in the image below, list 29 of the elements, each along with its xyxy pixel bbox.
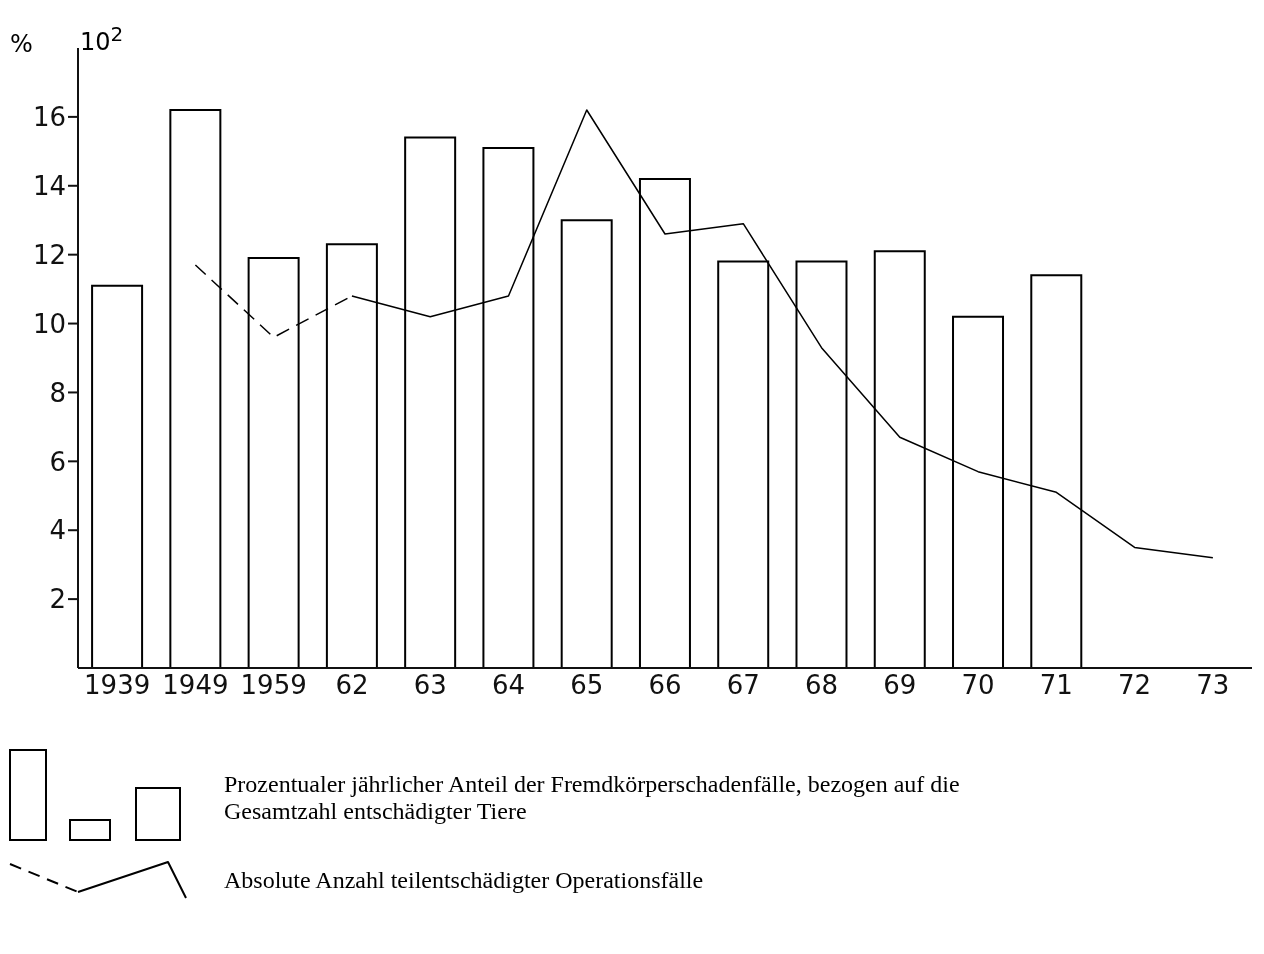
- legend-label: Prozentualer jährlicher Anteil der Fremdkörperschadenfälle, bezogen auf die Gesamtzahl entschädigter Tiere: [224, 771, 961, 825]
- x-tick-label: 1939: [84, 670, 151, 701]
- annotation: 10$^{2}$: [80, 22, 124, 56]
- x-tick-label: 63: [413, 670, 447, 701]
- y-tick-label: 2: [49, 584, 66, 615]
- x-tick-label: 71: [1039, 670, 1073, 701]
- legend-label: Absolute Anzahl teilentschädigter Operationsfälle: [224, 866, 704, 894]
- x-tick-label: 62: [335, 670, 369, 701]
- y-tick-label: 8: [49, 377, 66, 408]
- x-tick-label: 70: [961, 670, 995, 701]
- x-tick-label: 67: [726, 670, 760, 701]
- x-tick-label: 65: [570, 670, 604, 701]
- x-tick-label: 69: [883, 670, 917, 701]
- y-tick-label: 16: [32, 102, 66, 133]
- bar: [91, 284, 144, 668]
- x-tick-label: 66: [648, 670, 682, 701]
- x-tick-label: 72: [1118, 670, 1152, 701]
- y-axis-title: %: [10, 30, 33, 58]
- x-tick-label: 64: [491, 670, 526, 701]
- y-tick-label: 6: [49, 446, 66, 477]
- x-tick-label: 68: [804, 670, 839, 701]
- bar: [560, 219, 613, 668]
- y-tick-label: 12: [32, 239, 66, 270]
- y-tick-label: 4: [49, 515, 66, 546]
- x-tick-label: 1959: [240, 670, 307, 701]
- y-tick-label: 10: [32, 308, 66, 339]
- x-tick-label: 73: [1196, 670, 1230, 701]
- x-tick-label: 1949: [162, 670, 229, 701]
- y-tick-label: 14: [32, 171, 66, 202]
